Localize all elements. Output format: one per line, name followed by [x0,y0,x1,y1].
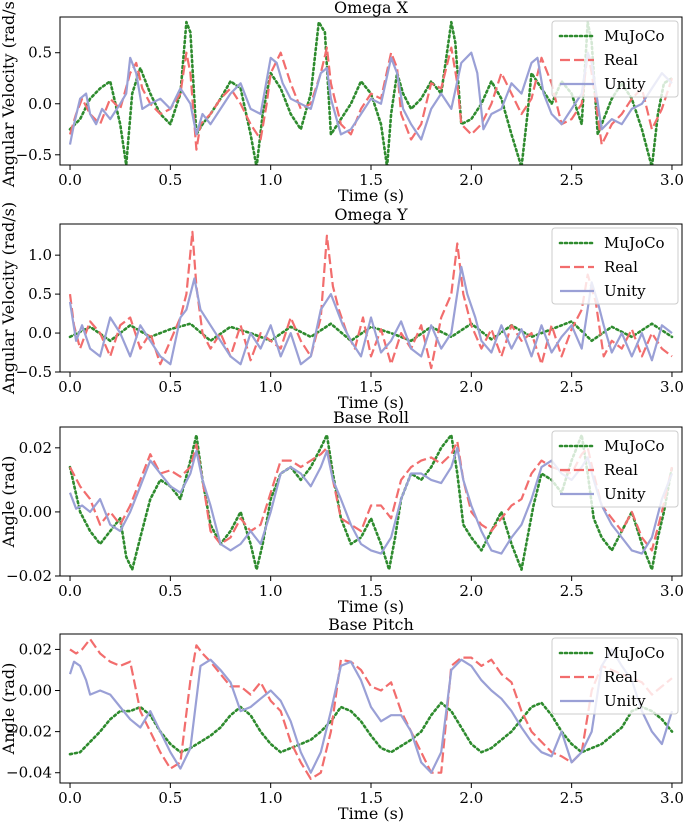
x-tick-label: 2.5 [560,171,584,189]
legend-label-real: Real [604,51,638,69]
x-tick-label: 3.0 [660,171,684,189]
x-tick-label: 0.0 [58,582,82,600]
x-axis-label: Time (s) [338,393,404,412]
legend-label-unity: Unity [604,485,646,503]
legend-label-unity: Unity [604,282,646,300]
x-tick-label: 1.5 [359,789,383,807]
y-tick-label: 1.0 [28,246,52,264]
x-tick-label: 1.0 [259,789,283,807]
legend-box [551,637,679,715]
x-tick-label: 2.0 [459,582,483,600]
legend-label-unity: Unity [604,692,646,710]
chart-title: Omega Y [334,205,408,224]
series-line-mujoco [68,320,674,343]
x-tick-label: 3.0 [660,789,684,807]
chart-title: Omega X [334,0,409,17]
series-line-real [69,638,673,780]
y-tick-label: 0.02 [19,640,52,658]
x-tick-label: 3.0 [660,582,684,600]
legend-label-real: Real [604,668,638,686]
x-tick-label: 0.0 [58,789,82,807]
x-tick-label: 2.5 [560,378,584,396]
series-line-unity [68,51,673,145]
legend-label-unity: Unity [604,75,646,93]
x-tick-label: 2.0 [459,789,483,807]
y-axis-label: Angular Velocity (rad/s) [0,0,18,188]
chart-panel-1: 0.0 0.5 1.0 1.5 2.0 2.5 3.0 −0.5 0.0 0.5 1.0 Omega … [0,202,684,412]
legend-label-mujoco: MuJoCo [604,644,665,662]
x-tick-label: 2.0 [459,171,483,189]
x-tick-label: 1.5 [359,171,383,189]
series-line-unity [68,265,673,366]
series-line-real [68,230,673,370]
x-tick-label: 0.0 [58,171,82,189]
legend-label-real: Real [604,258,638,276]
x-axis-label: Time (s) [338,804,404,822]
x-tick-label: 3.0 [660,378,684,396]
legend-box [551,227,679,305]
legend-label-real: Real [604,461,638,479]
x-axis-label: Time (s) [338,186,404,205]
chart-title: Base Pitch [328,615,414,634]
x-tick-label: 0.5 [158,582,182,600]
series-line-mujoco [68,701,674,756]
y-tick-label: 0.00 [19,682,52,700]
legend-label-mujoco: MuJoCo [604,234,665,252]
y-tick-label: −0.5 [16,363,52,381]
y-axis-label: Angle (rad) [0,456,18,549]
x-axis-label: Time (s) [338,597,404,616]
x-tick-label: 1.0 [259,378,283,396]
y-tick-label: 0.02 [19,439,52,457]
y-tick-label: 0.00 [19,503,52,521]
x-tick-label: 0.5 [158,789,182,807]
chart-title: Base Roll [333,408,409,427]
series-line-unity [68,648,674,774]
x-tick-label: 1.0 [259,171,283,189]
y-tick-label: 0.5 [28,285,52,303]
y-tick-label: −0.02 [6,723,52,741]
chart-panel-0: 0.0 0.5 1.0 1.5 2.0 2.5 3.0 −0.5 0.0 0.5 Omega X Ti… [0,0,684,205]
y-axis-label: Angle (rad) [0,663,18,756]
x-tick-label: 0.5 [158,378,182,396]
x-tick-label: 2.5 [560,789,584,807]
y-tick-label: 0.0 [28,324,52,342]
x-tick-label: 1.5 [359,378,383,396]
legend-box [551,430,679,508]
y-tick-label: 0.5 [28,44,52,62]
x-tick-label: 2.5 [560,582,584,600]
y-axis-label: Angular Velocity (rad/s) [0,202,18,395]
y-tick-label: −0.5 [16,146,52,164]
y-tick-label: −0.04 [6,764,52,782]
chart-panel-2: 0.0 0.5 1.0 1.5 2.0 2.5 3.0 −0.02 0.00 0.02 Base R… [0,408,684,616]
y-tick-label: −0.02 [6,567,52,585]
legend-label-mujoco: MuJoCo [604,27,665,45]
legend-label-mujoco: MuJoCo [604,437,665,455]
y-tick-label: 0.0 [28,95,52,113]
x-tick-label: 2.0 [459,378,483,396]
chart-panel-3: 0.0 0.5 1.0 1.5 2.0 2.5 3.0 −0.04 −0.02 0.00 0.02 B… [0,615,684,822]
legend-box [551,20,679,98]
x-tick-label: 0.0 [58,378,82,396]
x-tick-label: 1.5 [359,582,383,600]
x-tick-label: 1.0 [259,582,283,600]
x-tick-label: 0.5 [158,171,182,189]
